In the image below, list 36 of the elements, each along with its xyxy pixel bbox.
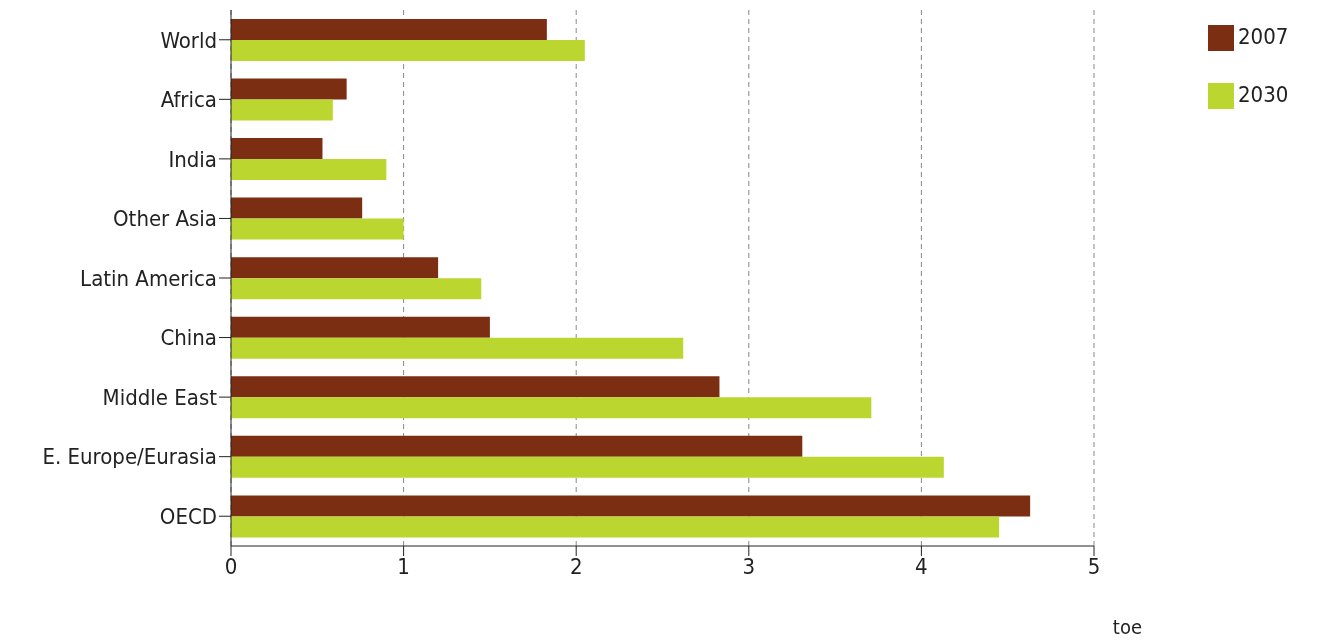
- bar: [231, 138, 323, 160]
- y-tick-label: Africa: [160, 87, 217, 113]
- x-tick-label: 4: [915, 553, 928, 579]
- bar: [231, 495, 1031, 517]
- bar: [231, 18, 547, 40]
- x-tick-label: 3: [742, 553, 756, 579]
- y-tick-label: World: [160, 27, 217, 53]
- y-tick-label: Other Asia: [113, 206, 217, 232]
- bar: [231, 456, 944, 478]
- x-tick-label: 5: [1087, 553, 1101, 579]
- bar: [231, 218, 404, 240]
- bar: [231, 316, 490, 338]
- bar: [231, 337, 684, 359]
- bar: [231, 99, 333, 121]
- bar: [231, 39, 585, 61]
- legend-label: 2007: [1238, 24, 1289, 49]
- y-tick-label: India: [168, 146, 217, 172]
- y-tick-label: OECD: [159, 504, 217, 530]
- bar: [231, 78, 347, 100]
- x-tick-label: 0: [224, 553, 238, 579]
- bar: [231, 397, 872, 419]
- y-tick-label: Middle East: [102, 384, 218, 410]
- legend-label: 2030: [1238, 82, 1289, 107]
- y-tick-label: Latin America: [80, 265, 217, 291]
- bar: [231, 516, 1000, 538]
- bar: [231, 278, 482, 300]
- x-axis-title: toe: [1112, 615, 1142, 639]
- bar: [231, 435, 803, 457]
- bar: [231, 376, 720, 398]
- x-tick-label: 1: [397, 553, 410, 579]
- y-tick-label: China: [160, 325, 217, 351]
- y-tick-label: E. Europe/Eurasia: [42, 444, 217, 470]
- bar: [231, 257, 439, 279]
- x-tick-label: 2: [569, 553, 583, 579]
- bar: [231, 159, 387, 181]
- bar: [231, 197, 363, 219]
